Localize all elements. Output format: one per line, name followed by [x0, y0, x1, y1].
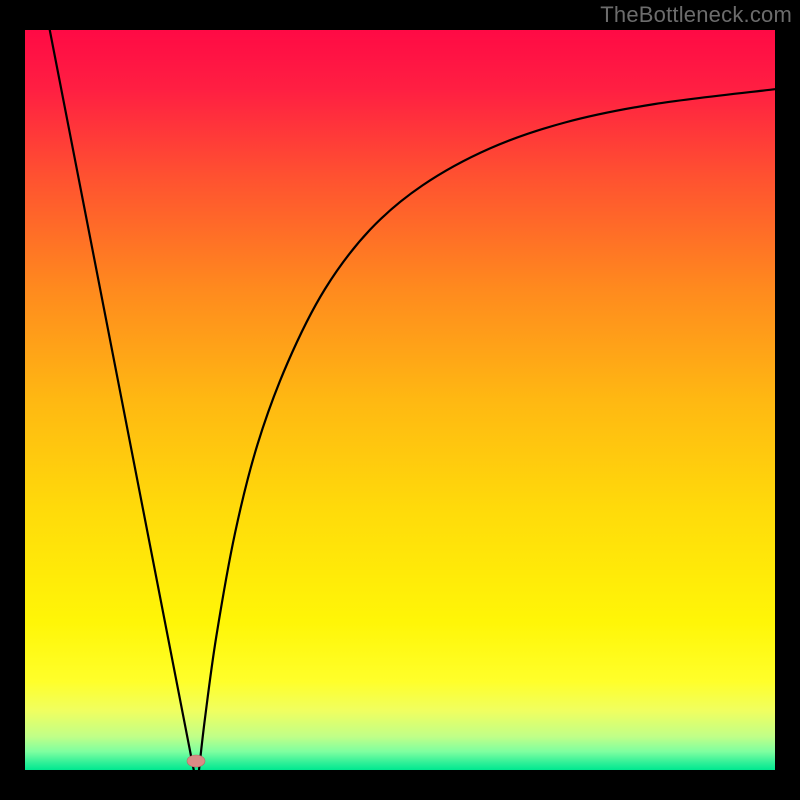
curve-layer	[25, 30, 775, 770]
chart-canvas: TheBottleneck.com	[0, 0, 800, 800]
optimal-point-marker	[185, 753, 207, 769]
plot-area	[25, 30, 775, 770]
watermark-text: TheBottleneck.com	[600, 2, 792, 28]
bottleneck-curve	[50, 30, 775, 770]
